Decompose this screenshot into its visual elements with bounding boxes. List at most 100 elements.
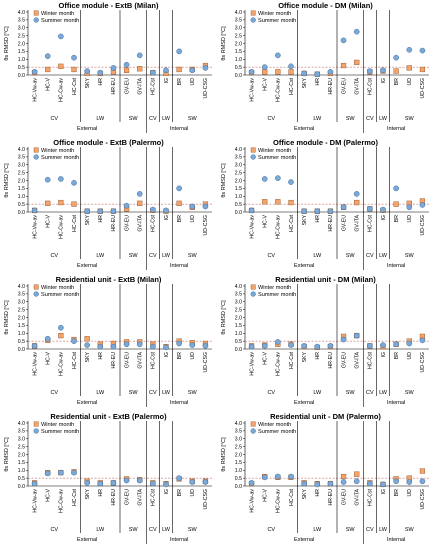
category-label: HC-Vw-av: [249, 489, 255, 513]
category-label: SKY: [85, 77, 91, 88]
y-tick-label: 2.0: [18, 41, 25, 47]
group-label: LW: [379, 390, 388, 396]
chart-title: Residential unit - ExtB (Palermo): [50, 412, 167, 421]
summer-point: [97, 69, 104, 76]
category-label: GV-ITA: [138, 351, 144, 368]
category-label: GV-ITA: [138, 77, 144, 94]
summer-point: [44, 470, 51, 477]
summer-point: [393, 478, 399, 485]
section-label: Internal: [170, 126, 188, 132]
category-label: HC-Vw-av: [32, 352, 38, 376]
category-label: HC-V: [263, 77, 269, 90]
summer-point: [84, 342, 90, 348]
summer-point: [202, 479, 209, 485]
category-label: BR: [394, 489, 400, 496]
legend-summer-marker: [33, 17, 39, 23]
category-label: GV-ITA: [138, 214, 144, 231]
category-label: HC-Cw-av: [59, 489, 65, 513]
summer-point: [288, 342, 294, 348]
winter-point: [84, 336, 90, 342]
category-label: IG: [164, 78, 170, 83]
category-label: HR-EU: [328, 352, 334, 369]
section-label: External: [77, 400, 97, 406]
group-label: CV: [50, 390, 58, 396]
category-label: HC-Cw-av: [59, 78, 65, 102]
chart-svg: 0.0 0.5 1.0 1.5 2.0 2.53.0 3.5 4.0 θs RMSD [°C] H…: [221, 147, 429, 270]
legend-summer-marker: [33, 154, 39, 160]
summer-point: [419, 47, 426, 54]
y-tick-label: 0.5: [18, 339, 25, 345]
legend-summer-label: Summer month: [41, 155, 79, 161]
category-label: HR-EU: [111, 215, 117, 232]
category-label: BR: [177, 489, 183, 496]
summer-point: [163, 207, 169, 214]
category-label: HC-V: [46, 488, 52, 501]
winter-point: [262, 199, 268, 205]
legend-summer-label: Summer month: [41, 429, 79, 435]
y-tick-label: 3.5: [235, 292, 242, 298]
legend-summer-label: Summer month: [41, 18, 79, 24]
summer-point: [288, 473, 294, 480]
category-label: SKY: [302, 351, 308, 362]
legend-summer-label: Summer month: [258, 292, 296, 298]
summer-point: [327, 343, 334, 349]
category-label: HC-Cst: [151, 214, 157, 232]
y-tick-label: 2.5: [235, 170, 242, 176]
category-label: SKY: [85, 488, 91, 499]
category-label: GV-EU: [341, 78, 347, 94]
group-label: CV: [149, 390, 157, 396]
summer-point: [248, 69, 255, 75]
summer-point: [31, 343, 38, 349]
group-label: LW: [379, 527, 388, 533]
chart-title: Residential unit - DM (Milan): [275, 275, 376, 284]
category-label: HC-Cw-av: [276, 352, 282, 376]
category-label: HC-Cw-av: [276, 215, 282, 239]
y-tick-label: 0.5: [235, 339, 242, 345]
summer-point: [327, 480, 334, 487]
legend-summer-marker: [250, 291, 256, 297]
summer-point: [150, 480, 156, 487]
y-tick-label: 3.0: [18, 300, 25, 306]
y-tick-label: 0.0: [18, 73, 25, 79]
group-label: SW: [129, 390, 139, 396]
group-label: SW: [188, 527, 198, 533]
group-label: LW: [162, 253, 171, 259]
category-label: HC-Cw-av: [276, 78, 282, 102]
group-label: LW: [96, 390, 105, 396]
summer-point: [176, 340, 182, 347]
category-label: IG: [381, 215, 387, 220]
summer-point: [301, 70, 307, 77]
y-tick-label: 4.0: [18, 147, 25, 153]
y-axis-label: θs RMSD [°C]: [221, 437, 227, 472]
category-label: HC-Vw-av: [249, 78, 255, 102]
y-tick-label: 2.5: [235, 444, 242, 450]
category-label: UD: [190, 78, 196, 86]
legend-winter-marker: [33, 284, 39, 290]
summer-point: [202, 65, 209, 71]
category-label: GV-ITA: [355, 488, 361, 505]
chart-svg: 0.0 0.5 1.0 1.5 2.0 2.53.0 3.5 4.0 θs RMSD [°C] H…: [221, 284, 429, 407]
y-tick-label: 2.0: [235, 41, 242, 47]
group-label: CV: [50, 116, 58, 122]
category-label: HC-Cst: [368, 214, 374, 232]
group-label: SW: [346, 527, 356, 533]
category-label: GV-EU: [124, 78, 130, 94]
summer-point: [176, 48, 182, 55]
winter-point: [288, 69, 294, 75]
category-label: HC-Cst: [72, 214, 78, 232]
y-tick-label: 2.5: [235, 33, 242, 39]
y-tick-label: 1.0: [18, 468, 25, 474]
winter-point: [288, 199, 294, 206]
group-label: LW: [96, 116, 105, 122]
summer-point: [97, 480, 104, 487]
category-label: HR: [98, 78, 104, 86]
summer-point: [202, 343, 209, 349]
category-label: HR-EU: [328, 489, 334, 506]
category-label: HC-Cst: [151, 351, 157, 369]
category-label: SKY: [85, 214, 91, 225]
chart-panel: Residential unit - ExtB (Milan) 0.0 0.5 1.0…: [0, 274, 217, 411]
category-label: HC-Vw-av: [32, 215, 38, 239]
y-tick-label: 0.0: [18, 210, 25, 216]
y-tick-label: 3.5: [235, 429, 242, 435]
